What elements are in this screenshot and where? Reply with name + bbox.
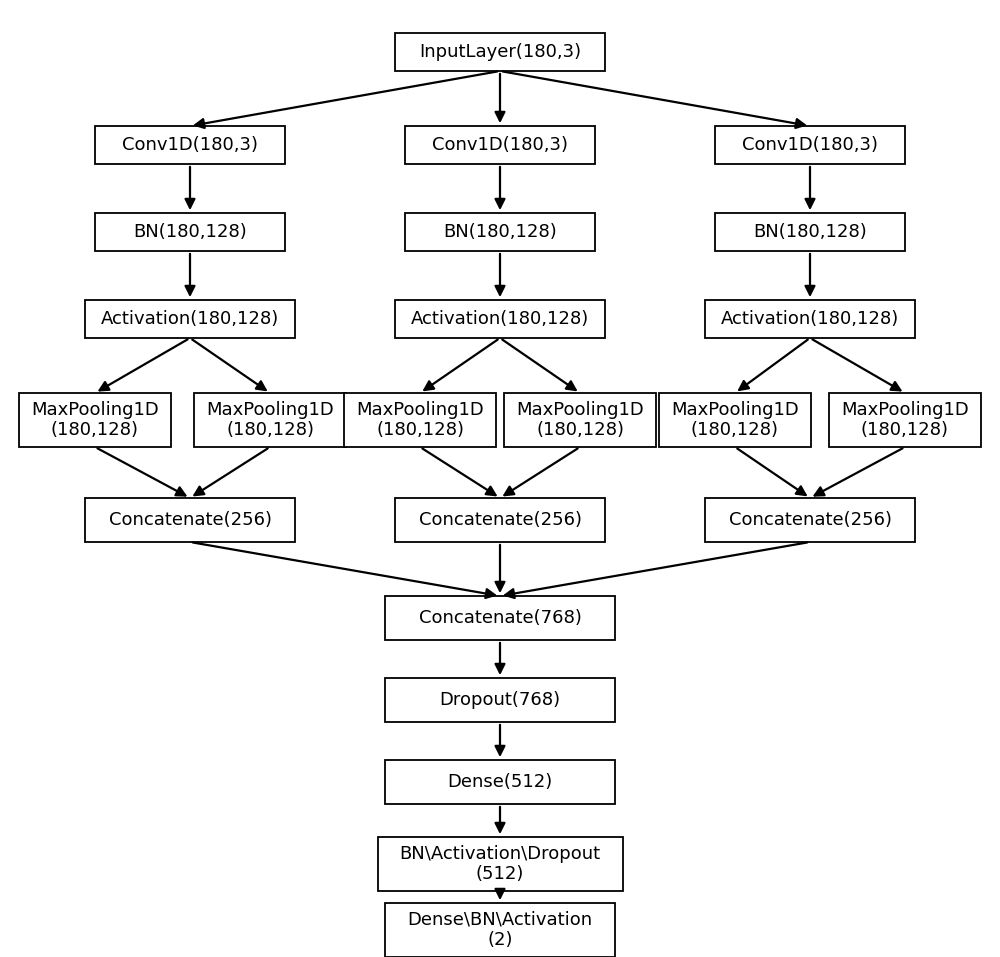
Text: BN\Activation\Dropout
(512): BN\Activation\Dropout (512) (399, 845, 601, 883)
FancyBboxPatch shape (19, 393, 171, 447)
Text: Dropout(768): Dropout(768) (439, 691, 561, 709)
Text: Dense\BN\Activation
(2): Dense\BN\Activation (2) (407, 911, 593, 949)
FancyBboxPatch shape (95, 126, 285, 164)
Text: Activation(180,128): Activation(180,128) (721, 310, 899, 328)
Text: Conv1D(180,3): Conv1D(180,3) (432, 136, 568, 154)
Text: BN(180,128): BN(180,128) (443, 223, 557, 241)
FancyBboxPatch shape (715, 126, 905, 164)
Text: MaxPooling1D
(180,128): MaxPooling1D (180,128) (206, 401, 334, 439)
Text: BN(180,128): BN(180,128) (133, 223, 247, 241)
Text: Concatenate(256): Concatenate(256) (418, 511, 582, 529)
FancyBboxPatch shape (85, 300, 295, 338)
FancyBboxPatch shape (85, 498, 295, 542)
FancyBboxPatch shape (344, 393, 496, 447)
FancyBboxPatch shape (504, 393, 656, 447)
FancyBboxPatch shape (705, 498, 915, 542)
Text: MaxPooling1D
(180,128): MaxPooling1D (180,128) (356, 401, 484, 439)
FancyBboxPatch shape (405, 213, 595, 251)
Text: Activation(180,128): Activation(180,128) (411, 310, 589, 328)
Text: MaxPooling1D
(180,128): MaxPooling1D (180,128) (841, 401, 969, 439)
Text: BN(180,128): BN(180,128) (753, 223, 867, 241)
Text: Concatenate(256): Concatenate(256) (728, 511, 892, 529)
FancyBboxPatch shape (405, 126, 595, 164)
FancyBboxPatch shape (385, 760, 615, 804)
Text: Conv1D(180,3): Conv1D(180,3) (742, 136, 878, 154)
FancyBboxPatch shape (385, 596, 615, 640)
FancyBboxPatch shape (95, 213, 285, 251)
FancyBboxPatch shape (378, 837, 622, 891)
Text: InputLayer(180,3): InputLayer(180,3) (419, 43, 581, 61)
FancyBboxPatch shape (194, 393, 346, 447)
Text: Activation(180,128): Activation(180,128) (101, 310, 279, 328)
Text: MaxPooling1D
(180,128): MaxPooling1D (180,128) (671, 401, 799, 439)
FancyBboxPatch shape (385, 903, 615, 957)
Text: Dense(512): Dense(512) (447, 773, 553, 791)
Text: MaxPooling1D
(180,128): MaxPooling1D (180,128) (516, 401, 644, 439)
Text: Concatenate(768): Concatenate(768) (419, 609, 581, 627)
FancyBboxPatch shape (395, 33, 605, 71)
Text: Conv1D(180,3): Conv1D(180,3) (122, 136, 258, 154)
FancyBboxPatch shape (395, 300, 605, 338)
FancyBboxPatch shape (659, 393, 811, 447)
FancyBboxPatch shape (385, 678, 615, 722)
FancyBboxPatch shape (705, 300, 915, 338)
FancyBboxPatch shape (395, 498, 605, 542)
Text: Concatenate(256): Concatenate(256) (108, 511, 272, 529)
FancyBboxPatch shape (715, 213, 905, 251)
FancyBboxPatch shape (829, 393, 981, 447)
Text: MaxPooling1D
(180,128): MaxPooling1D (180,128) (31, 401, 159, 439)
